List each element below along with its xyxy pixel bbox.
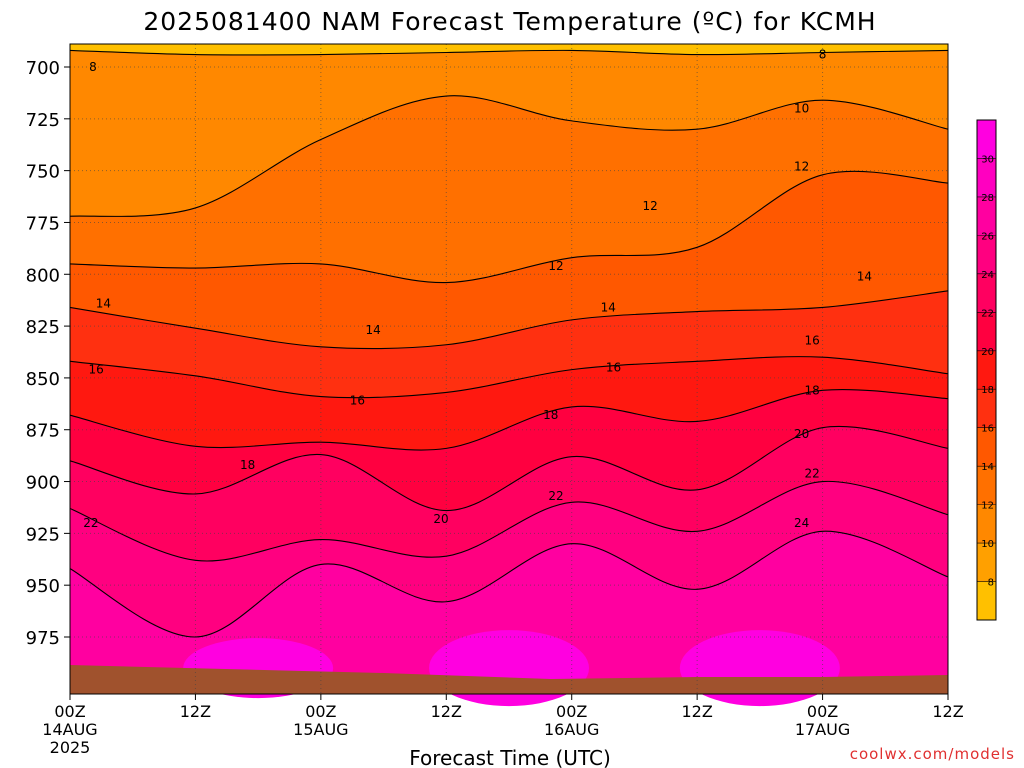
- colorbar-swatch-12: [977, 120, 996, 159]
- x-tick-date-0: 14AUG: [42, 720, 97, 739]
- contour-label-14: 14: [857, 269, 872, 283]
- colorbar-swatch-4: [977, 427, 996, 467]
- contour-label-12: 12: [794, 159, 809, 173]
- contour-line-10: [69, 95, 949, 217]
- y-tick-label-925: 925: [26, 524, 60, 545]
- colorbar-swatch-5: [977, 389, 996, 428]
- ground-fill: [70, 665, 948, 694]
- colorbar-label-14: 14: [981, 462, 994, 473]
- contour-label-18: 18: [543, 408, 558, 422]
- contour-lines: [69, 49, 949, 638]
- contour-label-12: 12: [548, 259, 563, 273]
- contour-label-22: 22: [804, 466, 819, 480]
- contour-label-20: 20: [433, 512, 448, 526]
- x-tick-label-84: 12Z: [932, 702, 963, 721]
- colorbar-swatch-3: [977, 466, 996, 505]
- contour-line-20: [69, 425, 949, 512]
- contour-label-18: 18: [240, 458, 255, 472]
- colorbar-swatch-8: [977, 273, 996, 313]
- colorbar-swatch-10: [977, 196, 996, 236]
- contour-label-20: 20: [794, 427, 809, 441]
- colorbar-label-30: 30: [981, 154, 994, 165]
- y-tick-label-850: 850: [26, 369, 60, 390]
- colorbar-label-10: 10: [981, 539, 994, 550]
- contour-line-16: [69, 356, 949, 399]
- x-tick-label-48: 00Z: [556, 702, 587, 721]
- colorbar-label-18: 18: [981, 385, 994, 396]
- colorbar-swatch-2: [977, 504, 996, 544]
- contour-label-8: 8: [89, 60, 97, 74]
- colorbar-label-22: 22: [981, 308, 994, 319]
- contour-line-22: [69, 480, 949, 562]
- contour-label-14: 14: [365, 323, 380, 337]
- x-tick-year-0: 2025: [50, 738, 91, 757]
- colorbar-label-26: 26: [981, 231, 994, 242]
- y-tick-label-800: 800: [26, 265, 60, 286]
- x-tick-label-72: 00Z: [807, 702, 838, 721]
- contour-line-18: [69, 388, 949, 451]
- x-tick-label-60: 12Z: [681, 702, 712, 721]
- credit-text[interactable]: coolwx.com/models: [850, 745, 1015, 763]
- colorbar-swatch-11: [977, 158, 996, 197]
- ground-surface: [70, 665, 948, 694]
- x-tick-date-48: 16AUG: [544, 720, 599, 739]
- contour-label-10: 10: [794, 101, 809, 115]
- colorbar-swatch-7: [977, 312, 996, 351]
- contour-label-14: 14: [601, 300, 616, 314]
- x-tick-label-12: 12Z: [180, 702, 211, 721]
- contour-label-14: 14: [96, 296, 111, 310]
- contour-label-18: 18: [804, 383, 819, 397]
- temperature-fill-layer: [70, 44, 948, 707]
- contour-line-14: [69, 290, 949, 350]
- plot-axes: [69, 43, 949, 695]
- chart-title: 2025081400 NAM Forecast Temperature (ºC)…: [143, 7, 876, 36]
- x-axis-label: Forecast Time (UTC): [409, 746, 611, 768]
- contour-label-16: 16: [88, 363, 103, 377]
- colorbar-label-28: 28: [981, 193, 994, 204]
- colorbar-frame: [976, 119, 997, 621]
- contour-label-22: 22: [548, 489, 563, 503]
- colorbar-label-16: 16: [981, 424, 994, 435]
- warm-core-2: [429, 630, 589, 707]
- colorbar-swatch-0: [977, 581, 996, 620]
- y-tick-label-775: 775: [26, 213, 60, 234]
- contour-label-16: 16: [804, 334, 819, 348]
- colorbar-label-24: 24: [981, 270, 994, 281]
- y-tick-label-975: 975: [26, 628, 60, 649]
- warm-core-3: [679, 630, 840, 707]
- y-tick-label-825: 825: [26, 317, 60, 338]
- colorbar-label-12: 12: [981, 501, 994, 512]
- y-tick-label-900: 900: [26, 473, 60, 494]
- y-tick-label-700: 700: [26, 58, 60, 79]
- contour-label-16: 16: [606, 361, 621, 375]
- colorbar-swatch-6: [977, 350, 996, 390]
- contour-label-8: 8: [819, 48, 827, 62]
- y-axis-ticks: 700 725 750 775 800 825 850 875 900 925 950 975: [26, 58, 70, 649]
- contour-label-24: 24: [794, 516, 809, 530]
- y-tick-label-875: 875: [26, 421, 60, 442]
- colorbar-swatch-1: [977, 543, 996, 582]
- plot-frame: [69, 43, 949, 695]
- contour-label-22: 22: [83, 516, 98, 530]
- y-tick-label-750: 750: [26, 162, 60, 183]
- colorbar-label-8: 8: [988, 578, 994, 589]
- colorbar: 8 10 12 14 16 18 20 22 24 26 28 30: [976, 119, 997, 621]
- y-tick-label-950: 950: [26, 576, 60, 597]
- x-tick-date-24: 15AUG: [293, 720, 348, 739]
- x-tick-date-72: 17AUG: [795, 720, 850, 739]
- contour-labels: 8 8 10 12 12 12 14 14 14 14 16 16 16 16 18 18 18 20 20 22 22…: [83, 48, 872, 530]
- y-tick-label-725: 725: [26, 110, 60, 131]
- x-tick-label-0: 00Z: [54, 702, 85, 721]
- x-tick-label-24: 00Z: [305, 702, 336, 721]
- colorbar-swatch-9: [977, 235, 996, 274]
- contour-label-16: 16: [350, 394, 365, 408]
- x-tick-label-36: 12Z: [431, 702, 462, 721]
- contour-line-12: [69, 170, 949, 284]
- contour-line-24: [69, 530, 949, 638]
- contour-label-12: 12: [642, 199, 657, 213]
- contour-line-8: [69, 49, 949, 56]
- colorbar-label-20: 20: [981, 347, 994, 358]
